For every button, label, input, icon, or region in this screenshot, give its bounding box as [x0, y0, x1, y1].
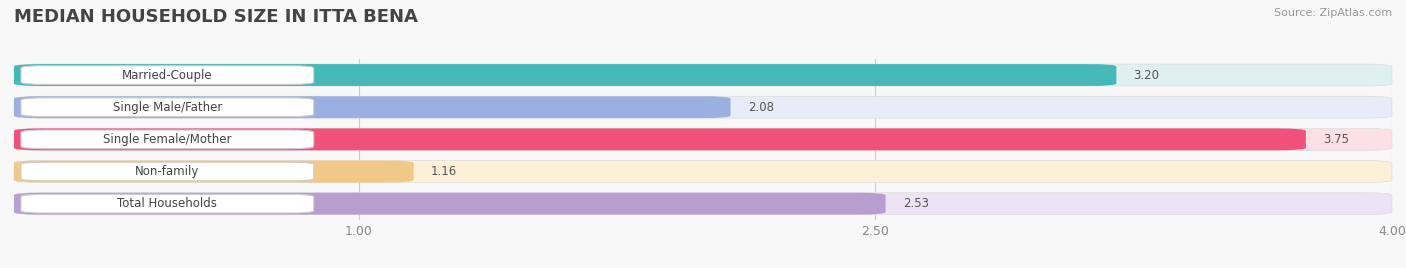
FancyBboxPatch shape [14, 193, 886, 215]
Text: 3.20: 3.20 [1133, 69, 1160, 81]
FancyBboxPatch shape [14, 161, 1392, 183]
Text: Single Female/Mother: Single Female/Mother [103, 133, 232, 146]
FancyBboxPatch shape [21, 162, 314, 181]
FancyBboxPatch shape [21, 66, 314, 84]
FancyBboxPatch shape [14, 64, 1392, 86]
Text: Single Male/Father: Single Male/Father [112, 101, 222, 114]
Text: Total Households: Total Households [118, 197, 218, 210]
FancyBboxPatch shape [21, 98, 314, 117]
FancyBboxPatch shape [14, 161, 413, 183]
FancyBboxPatch shape [14, 193, 1392, 215]
FancyBboxPatch shape [14, 96, 1392, 118]
Text: 1.16: 1.16 [430, 165, 457, 178]
Text: Non-family: Non-family [135, 165, 200, 178]
Text: 3.75: 3.75 [1323, 133, 1348, 146]
FancyBboxPatch shape [14, 128, 1392, 150]
FancyBboxPatch shape [14, 96, 731, 118]
FancyBboxPatch shape [14, 128, 1306, 150]
FancyBboxPatch shape [14, 64, 1116, 86]
Text: MEDIAN HOUSEHOLD SIZE IN ITTA BENA: MEDIAN HOUSEHOLD SIZE IN ITTA BENA [14, 8, 418, 26]
Text: 2.53: 2.53 [903, 197, 929, 210]
Text: Married-Couple: Married-Couple [122, 69, 212, 81]
FancyBboxPatch shape [21, 194, 314, 213]
Text: 2.08: 2.08 [748, 101, 773, 114]
Text: Source: ZipAtlas.com: Source: ZipAtlas.com [1274, 8, 1392, 18]
FancyBboxPatch shape [21, 130, 314, 149]
